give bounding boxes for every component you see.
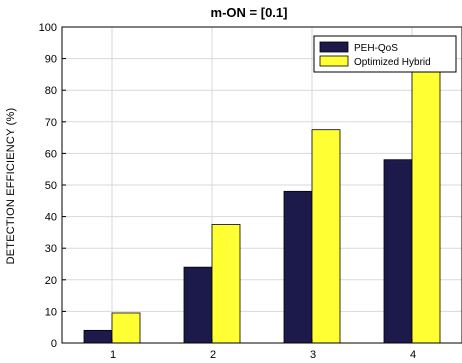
y-tick-label: 20 xyxy=(45,275,57,287)
bar-series2 xyxy=(311,129,341,344)
bar-series2 xyxy=(111,312,141,344)
y-tick-label: 40 xyxy=(45,212,57,224)
y-tick-label: 60 xyxy=(45,148,57,160)
y-tick-label: 90 xyxy=(45,54,57,66)
x-tick-label: 3 xyxy=(310,349,316,361)
chart-title: m-ON = [0.1] xyxy=(211,5,288,20)
x-tick-label: 4 xyxy=(410,349,416,361)
legend-label: Optimized Hybrid xyxy=(354,57,431,68)
bars xyxy=(83,58,441,344)
legend-swatch xyxy=(319,55,349,67)
bar-series1 xyxy=(283,190,313,344)
x-tick-label: 1 xyxy=(110,349,116,361)
y-tick-label: 80 xyxy=(45,85,57,97)
bar-series1 xyxy=(383,159,413,344)
bar-series2 xyxy=(411,58,441,344)
axis-ticks: 0 10 20 30 40 50 60 70 80 90 100 1 2 3 4 xyxy=(39,22,416,361)
bar-series2 xyxy=(211,224,241,344)
bar-series1 xyxy=(83,329,113,344)
y-axis-label: DETECTION EFFICIENCY (%) xyxy=(5,108,17,265)
legend: PEH-QoS Optimized Hybrid xyxy=(313,35,457,73)
y-tick-label: 30 xyxy=(45,243,57,255)
bar-series1 xyxy=(183,266,213,344)
y-tick-label: 0 xyxy=(51,338,57,350)
y-tick-label: 10 xyxy=(45,306,57,318)
y-tick-label: 100 xyxy=(39,22,57,34)
legend-swatch xyxy=(319,41,349,53)
x-tick-label: 2 xyxy=(210,349,216,361)
legend-label: PEH-QoS xyxy=(354,43,398,54)
y-tick-label: 50 xyxy=(45,180,57,192)
y-tick-label: 70 xyxy=(45,117,57,129)
